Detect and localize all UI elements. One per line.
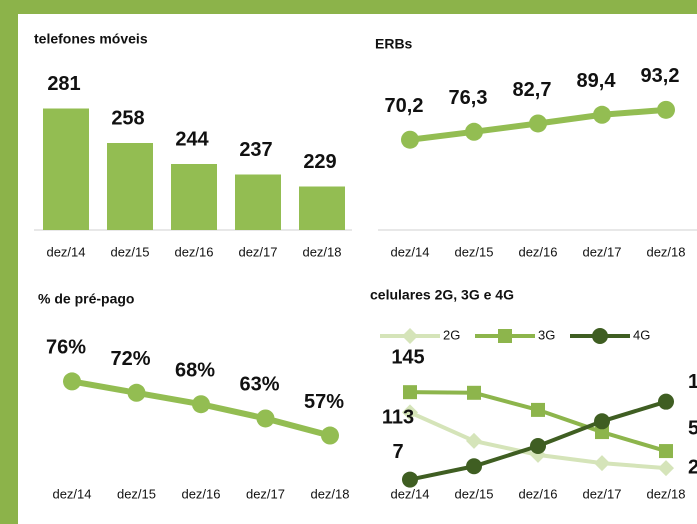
bar <box>171 164 217 230</box>
marker <box>595 425 609 440</box>
legend-label: 2G <box>443 327 460 342</box>
value-label: 76,3 <box>449 87 488 109</box>
value-label: 281 <box>47 73 80 95</box>
value-label: 229 <box>303 151 336 173</box>
x-tick-label: dez/17 <box>582 244 621 259</box>
marker <box>63 372 81 391</box>
marker <box>402 404 418 421</box>
bar <box>235 174 281 230</box>
chart-title: telefones móveis <box>34 31 148 47</box>
bar <box>299 186 345 230</box>
x-tick-label: dez/16 <box>181 486 220 501</box>
x-tick-label: dez/16 <box>174 244 213 259</box>
value-label: 70,2 <box>385 95 424 117</box>
marker <box>658 460 674 477</box>
chart-title: celulares 2G, 3G e 4G <box>370 287 514 303</box>
x-tick-label: dez/15 <box>110 244 149 259</box>
marker <box>467 385 481 400</box>
value-label: 72% <box>110 348 150 370</box>
legend-label: 4G <box>633 327 650 342</box>
x-tick-label: dez/14 <box>390 486 429 501</box>
marker <box>466 458 482 475</box>
x-tick-label: dez/18 <box>310 486 349 501</box>
marker <box>594 455 610 472</box>
x-tick-label: dez/18 <box>302 244 341 259</box>
x-tick-label: dez/16 <box>518 486 557 501</box>
bar <box>107 143 153 230</box>
chart-title: % de pré-pago <box>38 291 134 307</box>
marker <box>465 122 483 141</box>
value-label: 113 <box>382 407 414 429</box>
marker <box>531 402 545 417</box>
marker <box>594 413 610 430</box>
marker <box>321 426 339 445</box>
x-tick-label: dez/18 <box>646 486 685 501</box>
x-tick-label: dez/15 <box>454 486 493 501</box>
marker <box>593 105 611 124</box>
value-label: 76% <box>46 337 86 359</box>
marker <box>192 395 210 414</box>
x-tick-label: dez/14 <box>52 486 91 501</box>
marker <box>466 432 482 449</box>
value-label: 7 <box>392 441 403 463</box>
x-tick-label: dez/16 <box>518 244 557 259</box>
x-tick-label: dez/17 <box>238 244 277 259</box>
bar <box>43 108 89 230</box>
marker <box>657 100 675 119</box>
x-tick-label: dez/15 <box>454 244 493 259</box>
marker <box>530 438 546 454</box>
x-tick-label: dez/17 <box>582 486 621 501</box>
marker <box>529 114 547 133</box>
x-tick-label: dez/14 <box>46 244 85 259</box>
marker <box>498 329 512 343</box>
value-label: 237 <box>239 139 272 161</box>
chart-title: ERBs <box>375 36 413 52</box>
marker <box>256 409 275 428</box>
value-label: 130 <box>688 371 697 393</box>
value-label: 89,4 <box>577 70 617 92</box>
value-label: 68% <box>175 359 215 381</box>
marker <box>402 471 418 488</box>
x-tick-label: dez/17 <box>246 486 285 501</box>
value-label: 244 <box>175 128 209 150</box>
value-label: 57% <box>304 391 344 413</box>
value-label: 25 <box>688 456 697 478</box>
frame-top <box>0 0 697 14</box>
marker <box>127 383 146 402</box>
value-label: 93,2 <box>641 65 680 87</box>
frame-left <box>0 0 18 524</box>
value-label: 82,7 <box>513 79 552 101</box>
x-tick-label: dez/18 <box>646 244 685 259</box>
marker <box>401 130 419 149</box>
x-tick-label: dez/15 <box>117 486 156 501</box>
x-tick-label: dez/14 <box>390 244 429 259</box>
marker <box>402 328 418 344</box>
marker <box>659 444 673 459</box>
value-label: 63% <box>239 374 279 396</box>
value-label: 258 <box>111 107 144 129</box>
legend-label: 3G <box>538 327 555 342</box>
marker <box>403 385 417 400</box>
marker <box>592 328 608 344</box>
marker <box>658 393 674 410</box>
value-label: 145 <box>391 346 424 368</box>
value-label: 52 <box>688 417 697 439</box>
